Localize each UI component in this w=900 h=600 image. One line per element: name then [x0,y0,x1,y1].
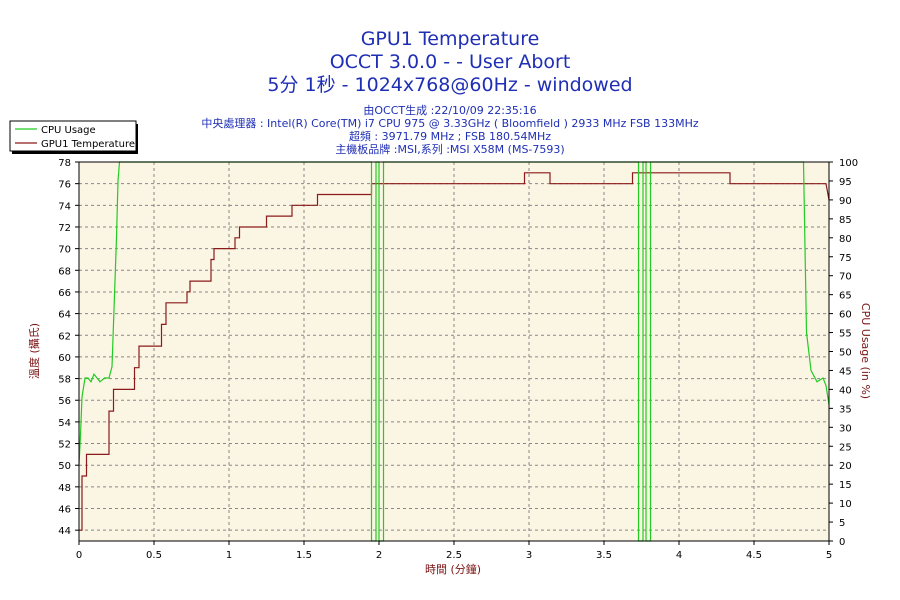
left-tick-label: 50 [58,461,71,472]
right-axis-label: CPU Usage (in %) [859,303,872,399]
right-tick-label: 0 [839,537,845,548]
x-tick-label: 2 [376,550,382,561]
right-axis-ticks: 0 5 10 15 20 25 30 35 40 45 50 55 60 65 70 75 80 85 90 95 10… [829,158,858,548]
plot-area [79,162,829,541]
right-tick-label: 10 [839,499,852,510]
right-tick-label: 80 [839,234,852,245]
series-line-gpu1-temperature [79,172,830,531]
left-tick-label: 74 [58,201,71,212]
left-tick-label: 56 [58,396,71,407]
chart-info-line-1: 由OCCT生成 :22/10/09 22:35:16 [363,103,536,117]
chart-info-line-3: 超頻 : 3971.79 MHz ; FSB 180.54MHz [349,129,551,143]
right-tick-label: 40 [839,385,852,396]
x-tick-label: 2.5 [446,550,462,561]
left-tick-label: 70 [58,245,71,256]
left-tick-label: 46 [58,505,71,516]
right-tick-label: 65 [839,291,852,302]
right-tick-label: 85 [839,215,852,226]
right-tick-label: 90 [839,196,852,207]
right-tick-label: 20 [839,461,852,472]
x-tick-label: 3 [526,550,532,561]
right-tick-label: 75 [839,253,852,264]
right-tick-label: 35 [839,404,852,415]
left-tick-label: 66 [58,288,71,299]
chart-title-line-2: OCCT 3.0.0 - - User Abort [330,51,571,73]
right-tick-label: 95 [839,177,852,188]
right-tick-label: 100 [839,158,858,169]
left-tick-label: 78 [58,158,71,169]
x-tick-label: 5 [826,550,832,561]
right-tick-label: 60 [839,310,852,321]
chart-info-line-2: 中央處理器 : Intel(R) Core(TM) i7 CPU 975 @ 3… [201,116,699,130]
legend-label-cpu-usage: CPU Usage [41,125,96,136]
right-tick-label: 25 [839,442,852,453]
legend-label-gpu1-temperature: GPU1 Temperature [41,139,135,150]
x-tick-label: 0 [76,550,82,561]
left-tick-label: 72 [58,223,71,234]
legend-box [9,120,137,152]
right-tick-label: 30 [839,423,852,434]
chart-info-line-4: 主機板品牌 :MSI,系列 :MSI X58M (MS-7593) [335,142,564,156]
x-tick-label: 3.5 [596,550,612,561]
x-tick-label: 0.5 [146,550,162,561]
left-tick-label: 44 [58,526,71,537]
left-tick-label: 54 [58,418,71,429]
left-tick-label: 68 [58,266,71,277]
right-tick-label: 50 [839,348,852,359]
x-tick-label: 1.5 [296,550,312,561]
x-tick-label: 1 [226,550,232,561]
right-tick-label: 45 [839,366,852,377]
left-tick-label: 64 [58,310,71,321]
right-tick-label: 70 [839,272,852,283]
chart-title-line-3: 5分 1秒 - 1024x768@60Hz - windowed [267,74,632,96]
x-tick-label: 4.5 [746,550,762,561]
left-tick-label: 58 [58,375,71,386]
legend: CPU Usage GPU1 Temperature [9,120,138,154]
x-tick-label: 4 [676,550,682,561]
right-tick-label: 5 [839,518,845,529]
x-axis-label: 時間 (分鐘) [425,562,481,576]
left-axis-label: 溫度 (攝氏) [27,323,41,379]
left-tick-label: 76 [58,180,71,191]
chart-title-line-1: GPU1 Temperature [361,28,540,50]
left-tick-label: 48 [58,483,71,494]
left-tick-label: 52 [58,440,71,451]
right-tick-label: 15 [839,480,852,491]
left-axis-ticks: 44 46 48 50 52 54 56 58 60 62 64 66 68 70 72 74 76 78 [58,158,79,537]
left-tick-label: 60 [58,353,71,364]
left-tick-label: 62 [58,331,71,342]
x-axis-ticks: 0 0.5 1 1.5 2 2.5 3 3.5 4 4.5 5 [76,541,832,561]
right-tick-label: 55 [839,329,852,340]
